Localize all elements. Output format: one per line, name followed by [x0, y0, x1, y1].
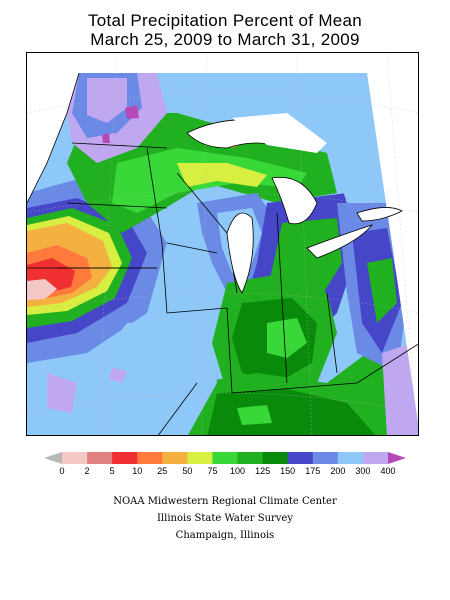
legend-tick-label: 2 [84, 466, 90, 476]
legend-over-arrow [388, 452, 406, 464]
legend-swatch [187, 452, 213, 464]
legend-swatch [162, 452, 188, 464]
legend-swatch [362, 452, 389, 464]
color-scale-labels: 0 2 5 10 25 50 75 100 125 150 175 200 300 400 [44, 466, 406, 480]
legend-tick-label: 300 [355, 466, 371, 476]
legend-tick-label: 25 [157, 466, 168, 476]
legend-tick-label: 0 [59, 466, 65, 476]
credit-location: Champaign, Illinois [175, 530, 275, 541]
state-boundaries [27, 72, 418, 435]
legend-swatch [337, 452, 364, 464]
legend-tick-label: 200 [330, 466, 346, 476]
legend-tick-label: 125 [255, 466, 271, 476]
legend-tick-label: 50 [182, 466, 193, 476]
credit-survey: Illinois State Water Survey [156, 513, 293, 524]
precipitation-fields [27, 73, 418, 435]
map-graphic [27, 53, 418, 435]
legend-tick-label: 400 [380, 466, 396, 476]
map-title: Total Precipitation Percent of Mean [87, 11, 363, 30]
legend-swatch [137, 452, 163, 464]
legend-swatch [62, 452, 88, 464]
legend-swatch [262, 452, 289, 464]
legend-swatch [287, 452, 314, 464]
legend-tick-label: 5 [109, 466, 115, 476]
precipitation-map [26, 52, 419, 436]
legend-swatch [237, 452, 264, 464]
legend-tick-label: 175 [305, 466, 321, 476]
legend-under-arrow [44, 452, 62, 464]
legend-tick-label: 100 [230, 466, 246, 476]
legend-swatch [212, 452, 239, 464]
credit-organization: NOAA Midwestern Regional Climate Center [113, 496, 337, 507]
legend-swatch [87, 452, 113, 464]
legend-swatch [312, 452, 339, 464]
graticule [27, 53, 418, 435]
legend-tick-label: 150 [280, 466, 296, 476]
map-date-range: March 25, 2009 to March 31, 2009 [90, 30, 360, 49]
color-scale-bar [44, 452, 406, 464]
legend-swatch [112, 452, 138, 464]
legend-tick-label: 75 [207, 466, 218, 476]
great-lakes [186, 119, 403, 294]
legend-tick-label: 10 [132, 466, 143, 476]
